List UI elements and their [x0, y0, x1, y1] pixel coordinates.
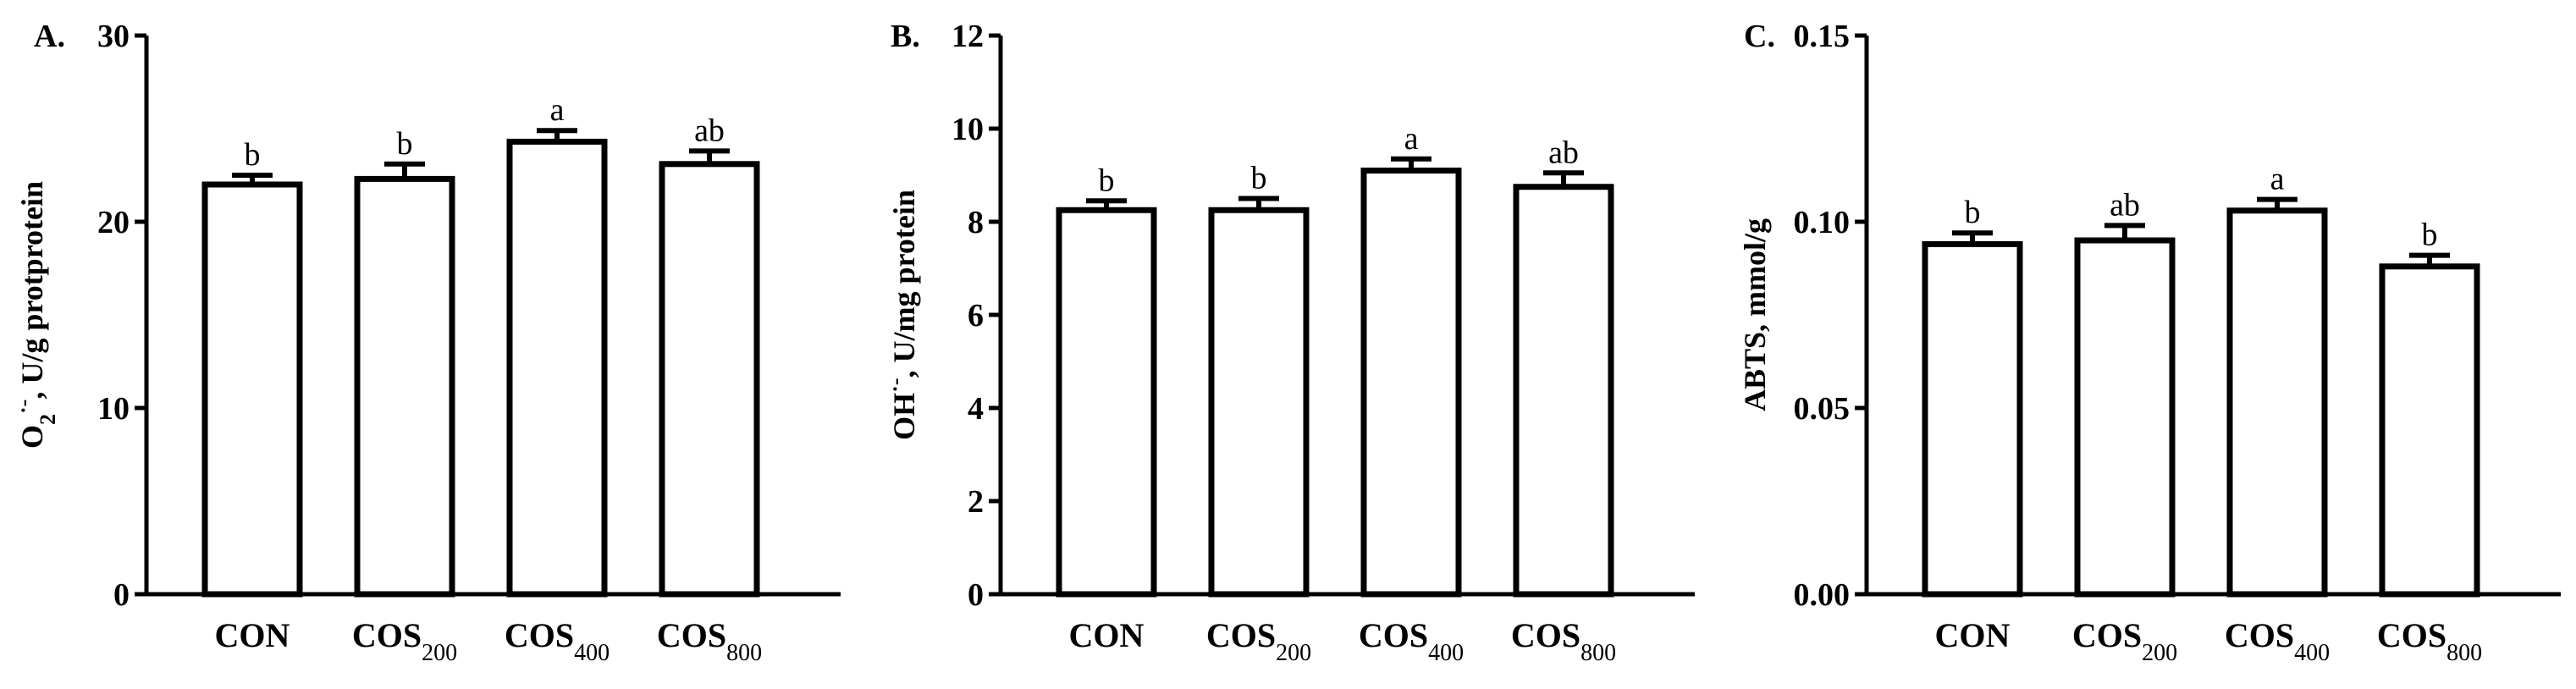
significance-letter: b: [245, 137, 261, 173]
bar: [201, 181, 303, 598]
y-tick-label: 20: [97, 205, 130, 240]
bar: [2074, 237, 2176, 598]
y-tick-label: 10: [952, 112, 984, 147]
x-tick-label-main: COS: [2225, 616, 2294, 654]
y-tick-label: 2: [968, 484, 984, 520]
y-axis-label-rest: , U/mg protein: [887, 190, 921, 378]
bar: [1360, 168, 1462, 598]
x-tick-label-main: CON: [1935, 616, 2011, 654]
y-tick-label: 12: [952, 19, 984, 54]
x-tick-label-sub: 200: [422, 640, 457, 666]
x-tick-label: COS400: [2225, 616, 2330, 666]
x-tick-label: CON: [1935, 616, 2011, 654]
y-tick-label: 6: [968, 298, 984, 333]
x-tick-label-main: COS: [2072, 616, 2142, 654]
bar: [2379, 263, 2480, 598]
bar: [354, 175, 455, 598]
significance-letter: b: [397, 126, 413, 162]
significance-letter: a: [550, 92, 565, 128]
bar: [1056, 207, 1157, 598]
x-tick-label: COS400: [505, 616, 610, 666]
x-tick-label-main: COS: [1359, 616, 1428, 654]
y-tick-label: 0: [113, 577, 130, 613]
significance-letter: b: [1965, 195, 1981, 230]
panel-label: C.: [1744, 19, 1775, 54]
significance-letter: b: [1099, 163, 1115, 198]
x-tick-label-main: COS: [657, 616, 726, 654]
y-tick-label: 8: [968, 205, 984, 240]
x-tick-label: CON: [215, 616, 290, 654]
y-axis-label-main: O: [15, 425, 49, 449]
x-tick-label-sub: 800: [1580, 640, 1616, 666]
significance-letter: ab: [694, 113, 725, 148]
y-tick-label: 30: [97, 19, 130, 54]
x-tick-label: CON: [1069, 616, 1145, 654]
y-tick-label: 0.10: [1794, 205, 1851, 240]
y-axis-label-sup: ·-: [883, 378, 907, 392]
bar: [1208, 207, 1310, 598]
x-tick-label-main: COS: [2377, 616, 2446, 654]
x-tick-label: COS400: [1359, 616, 1464, 666]
significance-letter: b: [1251, 161, 1267, 196]
significance-letter: a: [2270, 162, 2285, 197]
bar: [506, 138, 608, 598]
y-axis-label-rest: , U/g protprotein: [15, 181, 49, 400]
x-tick-label-sub: 800: [726, 640, 762, 666]
x-tick-label-sub: 400: [574, 640, 610, 666]
x-tick-label: COS200: [352, 616, 457, 666]
bar: [1922, 240, 2023, 598]
y-axis-label: O2·-, U/g protprotein: [11, 181, 60, 449]
y-axis-label: ABTS, mmol/g: [1738, 218, 1772, 411]
panel-label: A.: [34, 19, 65, 54]
x-tick-label-main: COS: [352, 616, 422, 654]
bar: [1513, 184, 1614, 598]
x-tick-label-sub: 400: [2294, 640, 2330, 666]
x-tick-label: COS800: [2377, 616, 2482, 666]
y-axis-label-main: OH: [887, 393, 921, 440]
significance-letter: b: [2422, 218, 2438, 253]
y-tick-label: 4: [968, 391, 984, 427]
significance-letter: a: [1404, 121, 1419, 157]
x-tick-label-main: COS: [1511, 616, 1580, 654]
x-tick-label-main: CON: [1069, 616, 1145, 654]
y-tick-label: 0: [968, 577, 984, 613]
y-axis-label: OH·-, U/mg protein: [883, 190, 922, 440]
y-axis-label-main: ABTS, mmol/g: [1738, 218, 1772, 411]
x-tick-label: COS200: [1206, 616, 1311, 666]
y-tick-label: 0.05: [1794, 391, 1851, 427]
y-tick-label: 0.15: [1794, 19, 1851, 54]
y-tick-label: 0.00: [1794, 577, 1851, 613]
x-tick-label-main: COS: [1206, 616, 1276, 654]
bar: [659, 161, 760, 598]
bar: [2226, 207, 2328, 598]
x-tick-label: COS800: [657, 616, 762, 666]
x-tick-label-sub: 800: [2446, 640, 2482, 666]
y-tick-label: 10: [97, 391, 130, 427]
significance-letter: ab: [1548, 135, 1579, 170]
x-tick-label-sub: 200: [1276, 640, 1311, 666]
x-tick-label-sub: 400: [1428, 640, 1464, 666]
x-tick-label: COS800: [1511, 616, 1616, 666]
significance-letter: ab: [2110, 187, 2140, 223]
x-tick-label-sub: 200: [2142, 640, 2177, 666]
y-axis-label-sup: ·-: [11, 400, 36, 414]
x-tick-label: COS200: [2072, 616, 2177, 666]
x-tick-label-main: COS: [505, 616, 574, 654]
x-tick-label-main: CON: [215, 616, 290, 654]
y-axis-label-sub: 2: [36, 414, 60, 425]
panel-label: B.: [891, 19, 920, 54]
